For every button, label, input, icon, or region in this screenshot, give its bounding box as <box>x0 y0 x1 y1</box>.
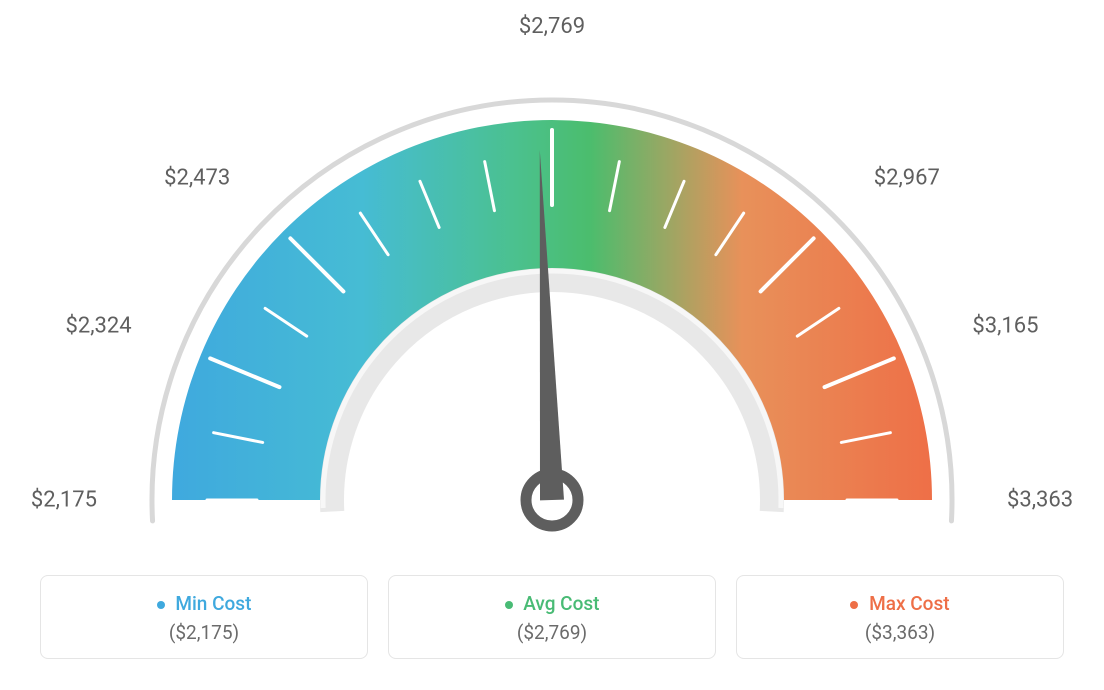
legend-title-min: Min Cost <box>41 592 367 615</box>
legend-value-min: ($2,175) <box>41 621 367 644</box>
gauge-tick-label: $2,324 <box>65 313 131 338</box>
legend-card-avg: Avg Cost ($2,769) <box>388 575 716 659</box>
gauge-tick-label: $2,769 <box>519 14 585 39</box>
dot-icon <box>505 601 513 609</box>
gauge-chart: $2,175 $2,324 $2,473 $2,769 $2,967 $3,165 $3,3… <box>0 0 1104 550</box>
gauge-tick-label: $3,363 <box>1007 488 1073 513</box>
legend-value-avg: ($2,769) <box>389 621 715 644</box>
legend-value-max: ($3,363) <box>737 621 1063 644</box>
gauge-svg <box>0 0 1104 560</box>
legend-title-text: Min Cost <box>175 592 251 615</box>
legend-row: Min Cost ($2,175) Avg Cost ($2,769) Max … <box>40 575 1064 659</box>
legend-title-avg: Avg Cost <box>389 592 715 615</box>
dot-icon <box>157 601 165 609</box>
gauge-tick-label: $2,473 <box>164 166 230 191</box>
legend-title-max: Max Cost <box>737 592 1063 615</box>
legend-title-text: Avg Cost <box>523 592 599 615</box>
legend-card-min: Min Cost ($2,175) <box>40 575 368 659</box>
gauge-tick-label: $3,165 <box>972 313 1038 338</box>
dot-icon <box>850 601 858 609</box>
gauge-tick-label: $2,967 <box>874 166 940 191</box>
gauge-tick-label: $2,175 <box>31 488 97 513</box>
legend-title-text: Max Cost <box>869 592 949 615</box>
legend-card-max: Max Cost ($3,363) <box>736 575 1064 659</box>
cost-gauge-widget: $2,175 $2,324 $2,473 $2,769 $2,967 $3,165 $3,3… <box>0 0 1104 690</box>
